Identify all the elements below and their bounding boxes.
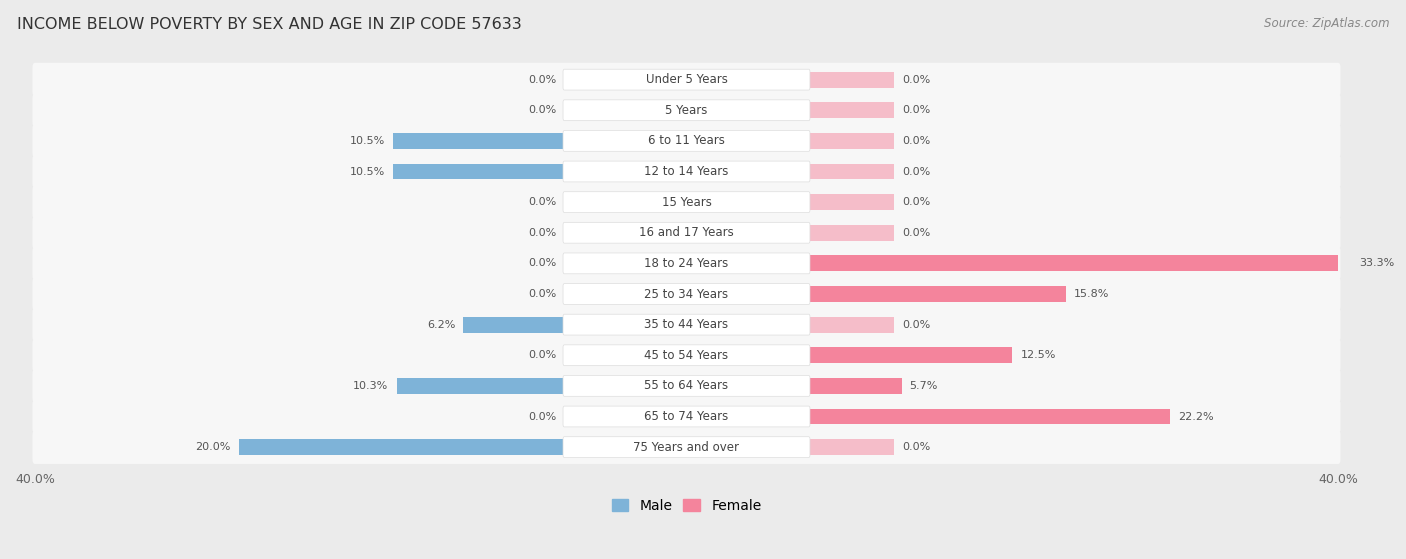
FancyBboxPatch shape: [562, 69, 810, 90]
Text: 10.5%: 10.5%: [350, 136, 385, 146]
Text: 0.0%: 0.0%: [903, 197, 931, 207]
FancyBboxPatch shape: [562, 376, 810, 396]
Bar: [808, 316, 894, 333]
Text: 20.0%: 20.0%: [195, 442, 231, 452]
Text: 45 to 54 Years: 45 to 54 Years: [644, 349, 728, 362]
Text: 5.7%: 5.7%: [910, 381, 938, 391]
Text: 33.3%: 33.3%: [1360, 258, 1395, 268]
Text: 6 to 11 Years: 6 to 11 Years: [648, 134, 725, 148]
FancyBboxPatch shape: [562, 130, 810, 151]
FancyBboxPatch shape: [562, 283, 810, 305]
Bar: [564, 286, 650, 302]
Text: 5 Years: 5 Years: [665, 104, 707, 117]
Bar: [564, 409, 650, 424]
Text: Under 5 Years: Under 5 Years: [645, 73, 727, 86]
Text: 0.0%: 0.0%: [527, 258, 557, 268]
FancyBboxPatch shape: [32, 216, 1340, 250]
Text: 12 to 14 Years: 12 to 14 Years: [644, 165, 728, 178]
Bar: [808, 286, 1066, 302]
Text: 55 to 64 Years: 55 to 64 Years: [644, 380, 728, 392]
Text: 0.0%: 0.0%: [903, 136, 931, 146]
Bar: [808, 439, 894, 455]
Text: 65 to 74 Years: 65 to 74 Years: [644, 410, 728, 423]
FancyBboxPatch shape: [32, 430, 1340, 464]
Bar: [808, 255, 1351, 271]
Text: 0.0%: 0.0%: [527, 105, 557, 115]
Text: 0.0%: 0.0%: [903, 167, 931, 177]
Text: 0.0%: 0.0%: [527, 350, 557, 360]
Bar: [564, 194, 650, 210]
FancyBboxPatch shape: [32, 124, 1340, 158]
Bar: [808, 102, 894, 118]
Bar: [394, 133, 564, 149]
Bar: [396, 378, 564, 394]
Bar: [808, 194, 894, 210]
Text: 0.0%: 0.0%: [903, 105, 931, 115]
Text: 6.2%: 6.2%: [427, 320, 456, 330]
Text: 35 to 44 Years: 35 to 44 Years: [644, 318, 728, 331]
FancyBboxPatch shape: [562, 161, 810, 182]
FancyBboxPatch shape: [32, 185, 1340, 219]
Bar: [239, 439, 564, 455]
FancyBboxPatch shape: [32, 63, 1340, 97]
Bar: [564, 225, 650, 241]
Text: 0.0%: 0.0%: [527, 75, 557, 84]
Bar: [808, 409, 1170, 424]
Bar: [808, 72, 894, 88]
Bar: [808, 133, 894, 149]
Text: 0.0%: 0.0%: [903, 75, 931, 84]
Text: 16 and 17 Years: 16 and 17 Years: [640, 226, 734, 239]
Text: 0.0%: 0.0%: [903, 442, 931, 452]
Legend: Male, Female: Male, Female: [612, 499, 762, 513]
Text: 15.8%: 15.8%: [1074, 289, 1109, 299]
FancyBboxPatch shape: [32, 369, 1340, 402]
FancyBboxPatch shape: [32, 277, 1340, 311]
Text: 10.3%: 10.3%: [353, 381, 388, 391]
FancyBboxPatch shape: [32, 338, 1340, 372]
Text: 0.0%: 0.0%: [903, 228, 931, 238]
Text: 10.5%: 10.5%: [350, 167, 385, 177]
Text: 0.0%: 0.0%: [527, 411, 557, 421]
Bar: [564, 255, 650, 271]
FancyBboxPatch shape: [32, 400, 1340, 433]
FancyBboxPatch shape: [562, 345, 810, 366]
Bar: [564, 347, 650, 363]
FancyBboxPatch shape: [562, 253, 810, 274]
Text: 0.0%: 0.0%: [527, 289, 557, 299]
FancyBboxPatch shape: [32, 155, 1340, 188]
Bar: [808, 378, 901, 394]
Text: 12.5%: 12.5%: [1021, 350, 1056, 360]
Text: 75 Years and over: 75 Years and over: [634, 440, 740, 454]
Text: 15 Years: 15 Years: [662, 196, 711, 209]
Text: INCOME BELOW POVERTY BY SEX AND AGE IN ZIP CODE 57633: INCOME BELOW POVERTY BY SEX AND AGE IN Z…: [17, 17, 522, 32]
Text: 22.2%: 22.2%: [1178, 411, 1213, 421]
Text: 18 to 24 Years: 18 to 24 Years: [644, 257, 728, 270]
FancyBboxPatch shape: [562, 222, 810, 243]
FancyBboxPatch shape: [562, 192, 810, 212]
Bar: [564, 102, 650, 118]
Bar: [564, 72, 650, 88]
FancyBboxPatch shape: [32, 308, 1340, 342]
Bar: [808, 164, 894, 179]
Text: Source: ZipAtlas.com: Source: ZipAtlas.com: [1264, 17, 1389, 30]
Bar: [464, 316, 564, 333]
Text: 0.0%: 0.0%: [903, 320, 931, 330]
Bar: [394, 164, 564, 179]
FancyBboxPatch shape: [562, 314, 810, 335]
FancyBboxPatch shape: [562, 437, 810, 458]
Text: 25 to 34 Years: 25 to 34 Years: [644, 287, 728, 301]
FancyBboxPatch shape: [32, 247, 1340, 280]
FancyBboxPatch shape: [562, 100, 810, 121]
Bar: [808, 225, 894, 241]
Text: 0.0%: 0.0%: [527, 228, 557, 238]
FancyBboxPatch shape: [562, 406, 810, 427]
Bar: [808, 347, 1012, 363]
Text: 0.0%: 0.0%: [527, 197, 557, 207]
FancyBboxPatch shape: [32, 93, 1340, 127]
